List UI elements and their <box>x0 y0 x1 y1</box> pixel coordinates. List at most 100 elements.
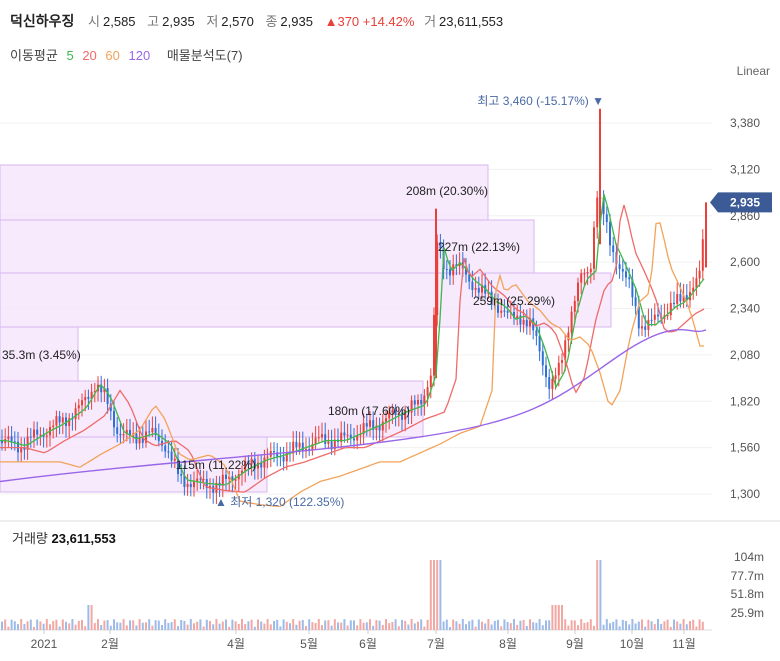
candle-body <box>641 326 643 329</box>
volume-bar <box>68 623 71 630</box>
volume-bar <box>698 619 701 630</box>
candle-body <box>276 452 279 457</box>
volume-bar <box>407 624 410 630</box>
volume-bar <box>234 621 237 630</box>
candle-body <box>260 462 263 468</box>
candle-body <box>669 303 672 316</box>
candle-body <box>557 362 560 376</box>
volume-bar <box>391 622 394 630</box>
volume-profile-bar <box>0 219 535 274</box>
candle-body <box>657 314 659 317</box>
candle-body <box>285 452 288 462</box>
price-tick-label: 1,820 <box>730 394 760 408</box>
candle-body <box>340 432 343 442</box>
volume-bar <box>589 619 592 630</box>
volume-bar <box>439 560 442 630</box>
ma5-label[interactable]: 5 <box>66 48 74 63</box>
ma-label[interactable]: 이동평균 <box>10 48 58 63</box>
volume-bar <box>311 622 314 630</box>
candle-body <box>141 437 144 443</box>
volume-bar <box>423 626 426 630</box>
volume-bar <box>305 626 307 630</box>
volume-bar <box>257 619 259 630</box>
volume-bar <box>340 622 343 630</box>
volume-bar <box>557 605 560 630</box>
volume-bar <box>183 620 186 630</box>
volume-bar <box>429 560 432 630</box>
candle-body <box>193 481 195 488</box>
candle-body <box>423 395 426 405</box>
candle-body <box>173 458 176 461</box>
low-value: 2,570 <box>221 14 254 29</box>
ma20-label[interactable]: 20 <box>82 48 97 63</box>
volume-panel-label: 거래량 <box>12 531 48 546</box>
candle-body <box>413 400 416 405</box>
volume-bar <box>385 619 387 630</box>
volume-bar <box>477 619 480 630</box>
candle-body <box>314 437 317 445</box>
volume-bar <box>525 625 528 630</box>
candle-body <box>385 418 387 422</box>
volume-bar <box>330 625 333 630</box>
price-tick-label: 2,080 <box>730 348 760 362</box>
candle-body <box>554 375 557 379</box>
candle-body <box>698 270 701 279</box>
volume-bar <box>650 621 653 630</box>
volume-bar <box>433 560 435 630</box>
candle-body <box>701 239 704 271</box>
volume-bar <box>119 622 122 630</box>
candle-body <box>273 451 275 453</box>
volume-bar <box>196 621 199 630</box>
volume-bar <box>17 624 19 630</box>
ma120-label[interactable]: 120 <box>128 48 151 63</box>
volume-bar <box>381 624 384 630</box>
volume-bar <box>260 621 263 630</box>
volume-bar <box>356 625 359 630</box>
volume-bar <box>42 623 45 630</box>
volume-profile-label: 115m (11.22%) <box>176 458 256 472</box>
volume-bar <box>49 624 51 630</box>
candle-body <box>426 387 429 396</box>
volume-bar <box>151 625 154 630</box>
candle-body <box>170 451 173 461</box>
volume-bar <box>39 621 42 630</box>
candle-body <box>116 427 119 434</box>
scale-toggle[interactable]: Linear <box>736 64 770 78</box>
candle-body <box>164 445 167 452</box>
volume-bar <box>285 621 288 630</box>
ma60-label[interactable]: 60 <box>105 48 120 63</box>
candle-body <box>263 457 266 468</box>
candle-body <box>548 377 551 389</box>
candle-body <box>692 287 695 293</box>
volume-bar <box>20 619 23 630</box>
candle-body <box>573 300 576 312</box>
price-tick-label: 1,300 <box>730 487 760 501</box>
volume-profile-label: 180m (17.60%) <box>328 404 410 418</box>
volume-bar <box>266 619 269 630</box>
volume-bar <box>503 619 506 630</box>
open-value: 2,585 <box>103 14 136 29</box>
candle-body <box>247 460 250 465</box>
x-tick-label: 11월 <box>672 637 696 651</box>
candle-body <box>541 351 544 366</box>
candle-body <box>183 475 186 487</box>
candle-body <box>148 431 151 433</box>
ma20-line <box>0 204 705 493</box>
candle-body <box>279 456 282 458</box>
volume-tick-label: 77.7m <box>731 569 764 583</box>
volume-bar <box>237 623 240 630</box>
volume-bar <box>599 560 602 630</box>
candle-body <box>500 310 503 313</box>
candle-body <box>516 315 519 319</box>
candle-body <box>106 388 109 405</box>
candle-body <box>429 375 432 388</box>
candle-body <box>612 245 615 253</box>
candle-body <box>215 482 218 493</box>
volume-bar <box>93 623 96 630</box>
candle-body <box>618 264 621 269</box>
volume-bar <box>682 619 685 630</box>
volume-bar <box>513 619 515 630</box>
candle-body <box>244 460 247 471</box>
volume-profile-label[interactable]: 매물분석도(7) <box>166 48 243 63</box>
